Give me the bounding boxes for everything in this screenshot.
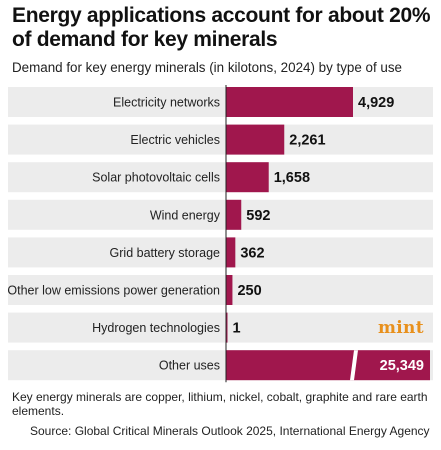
value-label: 1 [233,321,241,337]
bar [226,275,233,305]
axis-break-mark [350,350,358,381]
value-label: 1,658 [274,170,310,186]
bar [226,124,285,155]
mint-logo: mint [378,318,424,338]
category-label: Hydrogen technologies [92,321,220,335]
category-label: Grid battery storage [110,246,221,260]
footnote: Key energy minerals are copper, lithium,… [12,390,428,418]
row-background [8,124,433,155]
bar [226,350,430,381]
category-label: Other low emissions power generation [7,284,220,298]
chart-title: Energy applications account for about 20… [12,4,431,51]
bar-chart: Electricity networks 4,929 Electric vehicl… [7,85,433,383]
row-background [8,162,433,193]
category-label: Wind energy [150,208,221,222]
value-label: 592 [246,208,270,224]
category-label: Electric vehicles [130,133,220,147]
value-label: 362 [240,245,264,261]
category-label: Solar photovoltaic cells [92,171,220,185]
bar [226,312,228,343]
row-background [8,275,433,305]
bar [226,87,353,117]
bar [226,237,236,268]
category-label: Electricity networks [113,96,220,110]
row-background [8,87,433,117]
row-background [8,312,433,343]
category-label: Other uses [159,359,220,373]
value-label: 4,929 [358,95,394,111]
source-note: Source: Global Critical Minerals Outlook… [30,424,430,438]
row-background [8,237,433,268]
bar [226,199,242,230]
value-label: 2,261 [289,133,325,149]
row-background [8,199,433,230]
value-label: 25,349 [380,358,424,374]
chart-subtitle: Demand for key energy minerals (in kilot… [12,60,403,75]
bar [226,162,269,193]
value-label: 250 [237,283,261,299]
